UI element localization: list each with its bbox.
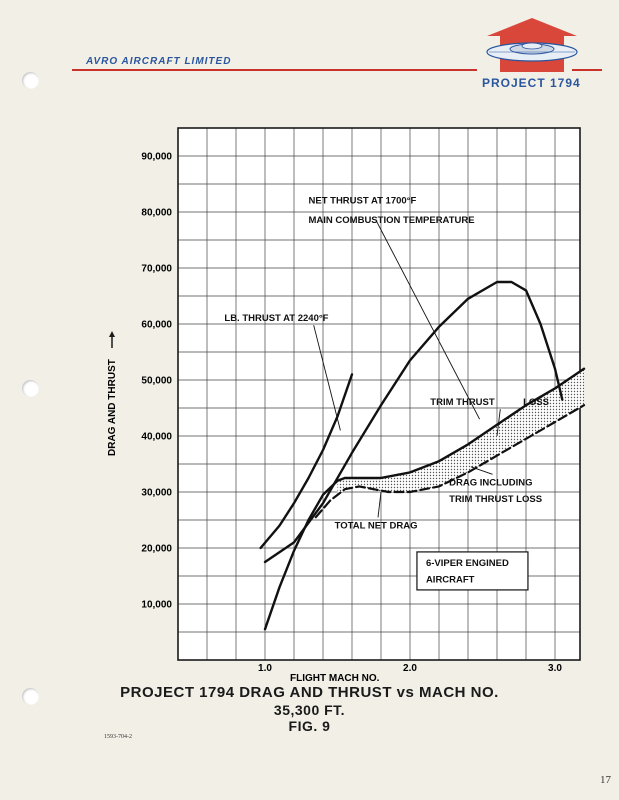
x-tick-labels: 1.0 2.0 3.0 xyxy=(258,663,562,674)
annotation-label: MAIN COMBUSTION TEMPERATURE xyxy=(309,215,475,226)
annotation-label: NET THRUST AT 1700°F xyxy=(309,196,417,207)
annotation-label: DRAG INCLUDING xyxy=(449,477,532,488)
header-rule-left xyxy=(72,69,477,71)
annotation-label: AIRCRAFT xyxy=(426,575,475,586)
y-axis-label: DRAG AND THRUST xyxy=(107,359,118,456)
leader-line xyxy=(376,221,480,420)
y-axis-arrowhead xyxy=(109,331,115,337)
y-tick-label: 20,000 xyxy=(141,544,172,555)
document-number: 1593-704-2 xyxy=(104,734,132,740)
series-line-3 xyxy=(263,367,586,631)
leader-line xyxy=(470,466,493,475)
annotation-leaders xyxy=(313,221,501,518)
annotation-label: LB. THRUST AT 2240°F xyxy=(224,313,328,324)
y-tick-label: 40,000 xyxy=(141,432,172,443)
x-tick-label: 2.0 xyxy=(403,663,417,674)
annotation-label: 6-VIPER ENGINED xyxy=(426,558,509,569)
project-logo xyxy=(486,18,578,72)
page-number: 17 xyxy=(600,774,611,786)
figure-label: FIG. 9 xyxy=(288,718,331,734)
shaded-region xyxy=(337,368,584,495)
y-tick-label: 70,000 xyxy=(141,264,172,275)
y-tick-label: 10,000 xyxy=(141,600,172,611)
x-tick-label: 3.0 xyxy=(548,663,562,674)
y-tick-label: 30,000 xyxy=(141,488,172,499)
y-axis-label-group: DRAG AND THRUST xyxy=(107,331,118,456)
x-axis-label: FLIGHT MACH NO. xyxy=(290,673,380,684)
chart-series xyxy=(259,280,586,631)
punch-hole-middle xyxy=(22,380,39,397)
series-line-4 xyxy=(314,404,586,519)
leader-line xyxy=(313,325,341,431)
y-tick-labels: 10,000 20,000 30,000 40,000 50,000 60,000 70,0… xyxy=(141,152,172,611)
company-name: AVRO AIRCRAFT LIMITED xyxy=(86,56,232,67)
series-line-1 xyxy=(259,373,354,550)
trim-thrust-loss-region xyxy=(337,368,584,495)
y-tick-label: 60,000 xyxy=(141,320,172,331)
series-line-2 xyxy=(263,280,564,564)
leader-line xyxy=(496,409,501,437)
callout-box xyxy=(416,551,529,591)
header-rule-right xyxy=(572,69,602,71)
y-tick-label: 50,000 xyxy=(141,376,172,387)
chart-title: PROJECT 1794 DRAG AND THRUST vs MACH NO. xyxy=(120,684,499,701)
leader-line xyxy=(377,491,382,518)
chart-annotations: NET THRUST AT 1700°F MAIN COMBUSTION TEMP… xyxy=(224,196,549,591)
y-tick-label: 80,000 xyxy=(141,208,172,219)
punch-hole-bottom xyxy=(22,688,39,705)
x-tick-label: 1.0 xyxy=(258,663,272,674)
chart-subtitle: 35,300 FT. xyxy=(273,702,346,718)
y-tick-label: 90,000 xyxy=(141,152,172,163)
annotation-label: TRIM THRUST LOSS xyxy=(449,494,542,505)
punch-hole-top xyxy=(22,72,39,89)
annotation-label: TRIM THRUST xyxy=(430,397,495,408)
project-tag: PROJECT 1794 xyxy=(482,76,581,90)
annotation-label: LOSS xyxy=(523,397,549,408)
annotation-label: TOTAL NET DRAG xyxy=(335,520,418,531)
